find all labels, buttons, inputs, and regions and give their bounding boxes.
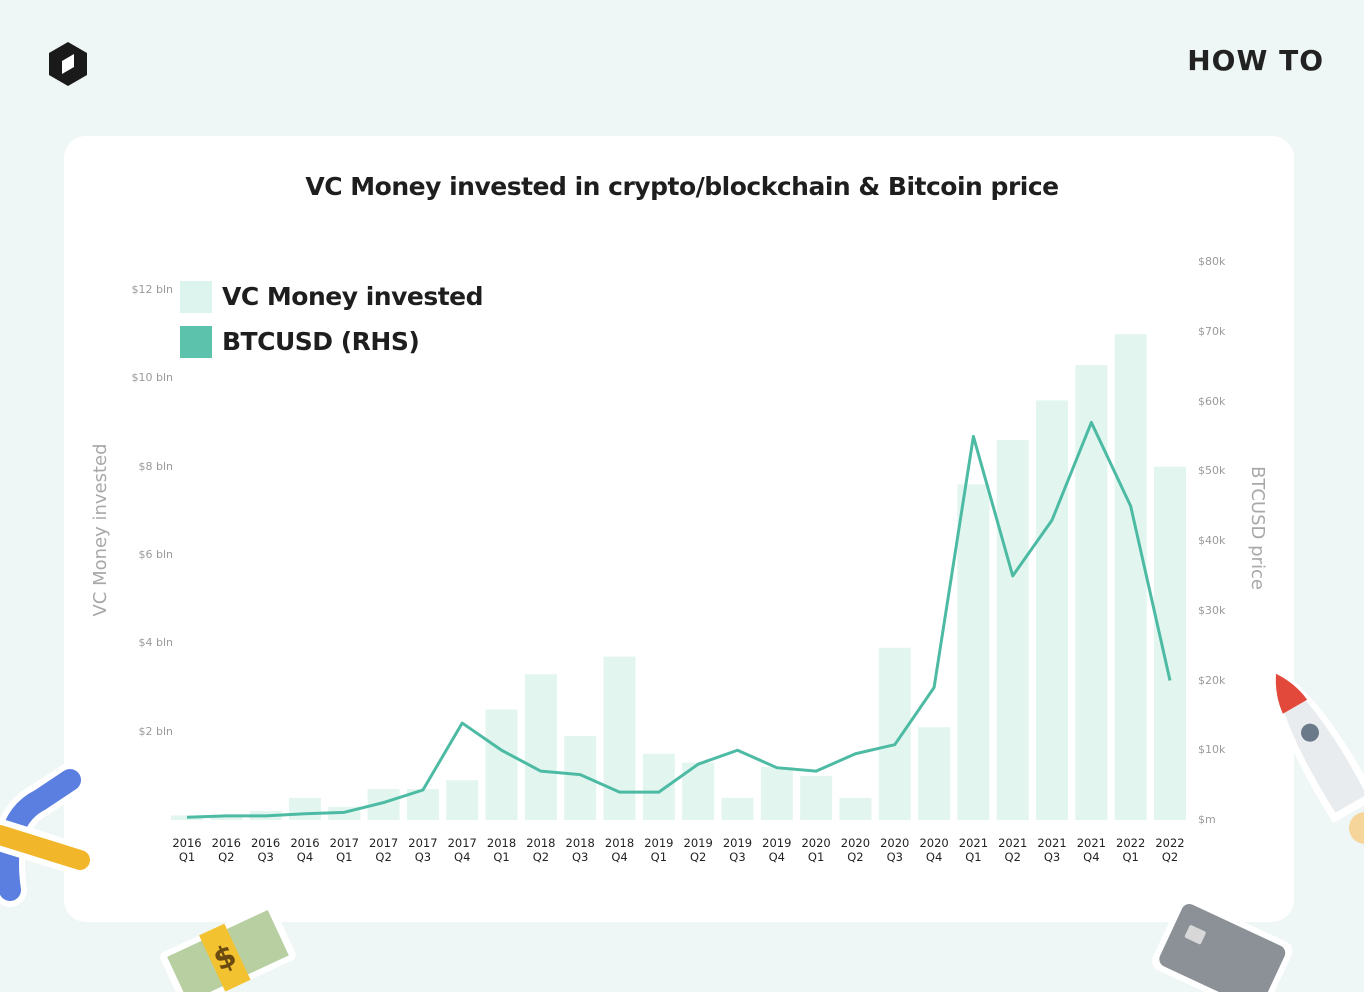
x-tick-label: 2016 Q3	[250, 836, 281, 864]
x-tick-label: 2021 Q3	[1037, 836, 1067, 864]
bar	[603, 656, 636, 820]
x-tick-label: 2017 Q2	[368, 836, 399, 864]
x-tick-label: 2016 Q1	[172, 836, 202, 864]
bar	[1036, 400, 1069, 820]
bar	[524, 674, 557, 820]
y-tick-label: $6 bln	[138, 548, 173, 561]
bar	[485, 709, 518, 820]
x-tick-label: 2016 Q4	[290, 836, 320, 864]
x-tick-label: 2020 Q3	[880, 836, 910, 864]
bar	[878, 647, 911, 820]
y2-tick-label: $30k	[1198, 603, 1226, 617]
logo	[49, 42, 87, 86]
legend-label: VC Money invested	[222, 282, 484, 311]
y-tick-label: $2 bln	[138, 724, 173, 738]
x-tick-label: 2018 Q4	[604, 836, 635, 864]
bar	[1114, 334, 1147, 820]
bar	[957, 484, 990, 820]
bar	[1075, 365, 1108, 820]
rocket-sticker	[1269, 663, 1364, 844]
x-tick-label: 2018 Q3	[565, 836, 595, 864]
bar	[171, 815, 203, 820]
y2-tick-label: $40k	[1198, 534, 1226, 547]
x-tick-label: 2019 Q3	[722, 836, 753, 864]
y2-axis-label: BTCUSD price	[1247, 466, 1268, 590]
x-tick-label: 2020 Q2	[840, 836, 871, 864]
y-axis-label: VC Money invested	[90, 443, 111, 616]
x-tick-label: 2017 Q4	[447, 836, 477, 864]
y2-tick-label: $80k	[1198, 255, 1226, 268]
x-tick-label: 2021 Q4	[1076, 836, 1106, 864]
legend-label: BTCUSD (RHS)	[222, 327, 420, 356]
bar	[210, 815, 243, 820]
brand: HOW TO	[1187, 44, 1324, 77]
y2-tick-label: $20k	[1198, 673, 1226, 687]
x-tick-label: 2022 Q2	[1155, 836, 1185, 864]
x-tick-label: 2021 Q1	[958, 836, 989, 864]
x-tick-label: 2018 Q2	[526, 836, 556, 864]
y2-tick-label: $10k	[1198, 743, 1226, 757]
bar	[839, 797, 872, 820]
y-tick-label: $4 bln	[138, 636, 173, 650]
bar	[642, 753, 675, 820]
y-tick-label: $8 bln	[138, 459, 173, 473]
x-tick-label: 2022 Q1	[1116, 836, 1146, 864]
x-tick-label: 2016 Q2	[211, 836, 241, 864]
y-tick-label: $12 bln	[131, 283, 173, 296]
bar	[446, 780, 479, 820]
bar	[800, 775, 833, 820]
x-tick-label: 2021 Q2	[998, 836, 1028, 864]
x-tick-label: 2018 Q1	[486, 836, 517, 864]
x-tick-label: 2020 Q1	[801, 836, 831, 864]
y2-tick-label: $60k	[1198, 394, 1226, 408]
card-sticker	[1152, 896, 1293, 992]
bar	[996, 440, 1029, 820]
btc-line	[186, 420, 1172, 819]
x-tick-label: 2019 Q1	[644, 836, 674, 864]
y2-tick-label: $50k	[1198, 464, 1226, 478]
x-tick-label: 2019 Q4	[762, 836, 792, 864]
y2-tick-label: $70k	[1198, 324, 1226, 338]
money-sticker: $	[160, 903, 296, 992]
bar	[760, 767, 793, 820]
x-tick-label: 2019 Q2	[683, 836, 713, 864]
bar	[918, 727, 951, 820]
legend-swatch	[180, 281, 212, 313]
x-tick-label: 2017 Q1	[329, 836, 359, 864]
y2-tick-label: $m	[1198, 813, 1216, 826]
y-tick-label: $10 bln	[131, 371, 173, 385]
bar	[721, 797, 754, 820]
legend-swatch	[180, 326, 212, 358]
arrow-sticker	[0, 763, 96, 907]
bar	[1154, 466, 1186, 820]
chart-title: VC Money invested in crypto/blockchain &…	[305, 172, 1059, 201]
bar	[288, 797, 321, 820]
x-tick-label: 2017 Q3	[408, 836, 438, 864]
x-tick-label: 2020 Q4	[919, 836, 949, 864]
